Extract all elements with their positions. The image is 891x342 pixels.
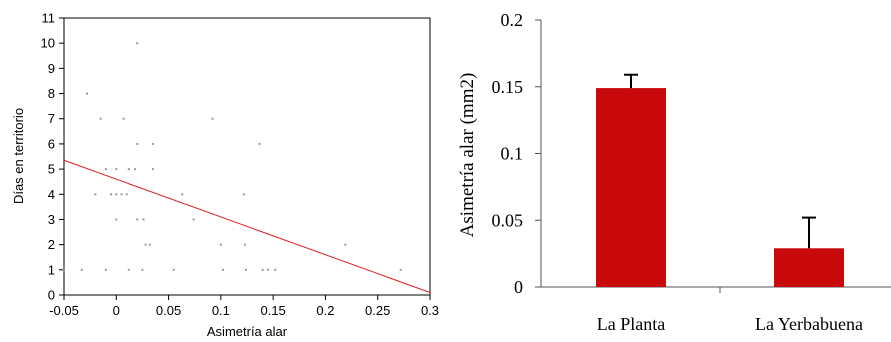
scatter-x-tick-label: 0.25 bbox=[365, 303, 390, 318]
scatter-y-tick-label: 10 bbox=[41, 36, 55, 51]
scatter-point bbox=[144, 243, 147, 246]
bar bbox=[596, 88, 666, 288]
scatter-point bbox=[122, 117, 125, 120]
bar-chart-y-tick-label: 0.15 bbox=[492, 77, 524, 97]
scatter-point bbox=[104, 168, 107, 171]
scatter-y-tick-label: 3 bbox=[48, 212, 55, 227]
bar bbox=[774, 248, 844, 287]
scatter-x-axis-label: Asimetría alar bbox=[207, 324, 288, 339]
scatter-point bbox=[151, 168, 154, 171]
bar-chart-category-label: La Yerbabuena bbox=[755, 314, 863, 334]
scatter-y-tick-label: 9 bbox=[48, 61, 55, 76]
scatter-x-tick-label: 0.05 bbox=[156, 303, 181, 318]
scatter-point bbox=[125, 193, 128, 196]
scatter-y-tick-label: 8 bbox=[48, 86, 55, 101]
scatter-point bbox=[86, 92, 89, 95]
scatter-y-axis-label: Días en territorio bbox=[11, 108, 26, 204]
scatter-point bbox=[151, 142, 154, 145]
bar-chart-y-tick-label: 0.2 bbox=[501, 10, 524, 30]
scatter-y-tick-label: 2 bbox=[48, 237, 55, 252]
scatter-point bbox=[274, 268, 277, 271]
scatter-point bbox=[219, 243, 222, 246]
scatter-point bbox=[104, 268, 107, 271]
scatter-plot-frame bbox=[63, 17, 431, 296]
scatter-x-tick-label: -0.05 bbox=[49, 303, 79, 318]
scatter-point bbox=[110, 193, 113, 196]
scatter-point bbox=[242, 193, 245, 196]
scatter-point bbox=[211, 117, 214, 120]
bar-chart: 0 0.05 0.1 0.15 0.2 La Planta La Yerbabuena A… bbox=[457, 10, 891, 334]
scatter-point bbox=[258, 142, 261, 145]
scatter-point bbox=[344, 243, 347, 246]
bar-chart-category-label: La Planta bbox=[597, 314, 665, 334]
scatter-point bbox=[148, 243, 151, 246]
scatter-point bbox=[115, 218, 118, 221]
scatter-point bbox=[399, 268, 402, 271]
scatter-point bbox=[141, 268, 144, 271]
scatter-x-tick-label: 0.1 bbox=[212, 303, 230, 318]
scatter-point bbox=[80, 268, 83, 271]
scatter-points bbox=[63, 42, 402, 271]
scatter-point bbox=[136, 42, 139, 45]
scatter-point bbox=[136, 142, 139, 145]
scatter-x-tick-label: 0.15 bbox=[260, 303, 285, 318]
scatter-y-tick-label: 5 bbox=[48, 162, 55, 177]
scatter-point bbox=[63, 268, 65, 271]
scatter-point bbox=[127, 268, 130, 271]
scatter-x-axis: -0.05 0 0.05 0.1 0.15 0.2 0.25 0.3 bbox=[49, 295, 439, 318]
scatter-point bbox=[127, 168, 130, 171]
regression-line bbox=[63, 159, 431, 293]
scatter-point bbox=[99, 117, 102, 120]
scatter-y-tick-label: 4 bbox=[48, 187, 55, 202]
scatter-y-tick-label: 11 bbox=[42, 11, 56, 26]
scatter-point bbox=[115, 193, 118, 196]
scatter-point bbox=[266, 268, 269, 271]
scatter-point bbox=[181, 193, 184, 196]
scatter-point bbox=[221, 268, 224, 271]
scatter-point bbox=[244, 268, 247, 271]
scatter-point bbox=[142, 218, 145, 221]
scatter-x-tick-label: 0.2 bbox=[316, 303, 334, 318]
scatter-point bbox=[115, 168, 118, 171]
scatter-point bbox=[136, 218, 139, 221]
scatter-y-axis: 0 1 2 3 4 5 6 7 8 9 10 11 bbox=[41, 11, 64, 303]
scatter-point bbox=[134, 168, 137, 171]
scatter-y-tick-label: 6 bbox=[48, 136, 55, 151]
scatter-point bbox=[94, 193, 97, 196]
bar-chart-y-tick-label: 0.1 bbox=[501, 144, 524, 164]
scatter-point bbox=[172, 268, 175, 271]
scatter-point bbox=[192, 218, 195, 221]
scatter-point bbox=[243, 243, 246, 246]
scatter-point bbox=[120, 193, 123, 196]
bar-chart-bars: La Planta La Yerbabuena bbox=[596, 73, 863, 334]
scatter-x-tick-label: 0.3 bbox=[421, 303, 439, 318]
scatter-y-tick-label: 1 bbox=[48, 262, 55, 277]
scatter-y-tick-label: 7 bbox=[48, 111, 55, 126]
scatter-point bbox=[261, 268, 264, 271]
bar-chart-y-axis-label: Asimetría alar (mm2) bbox=[457, 73, 478, 238]
scatter-y-tick-label: 0 bbox=[48, 288, 55, 303]
scatter-x-tick-label: 0 bbox=[113, 303, 120, 318]
bar-chart-y-tick-label: 0 bbox=[514, 277, 523, 297]
bar-chart-y-tick-label: 0.05 bbox=[492, 210, 524, 230]
